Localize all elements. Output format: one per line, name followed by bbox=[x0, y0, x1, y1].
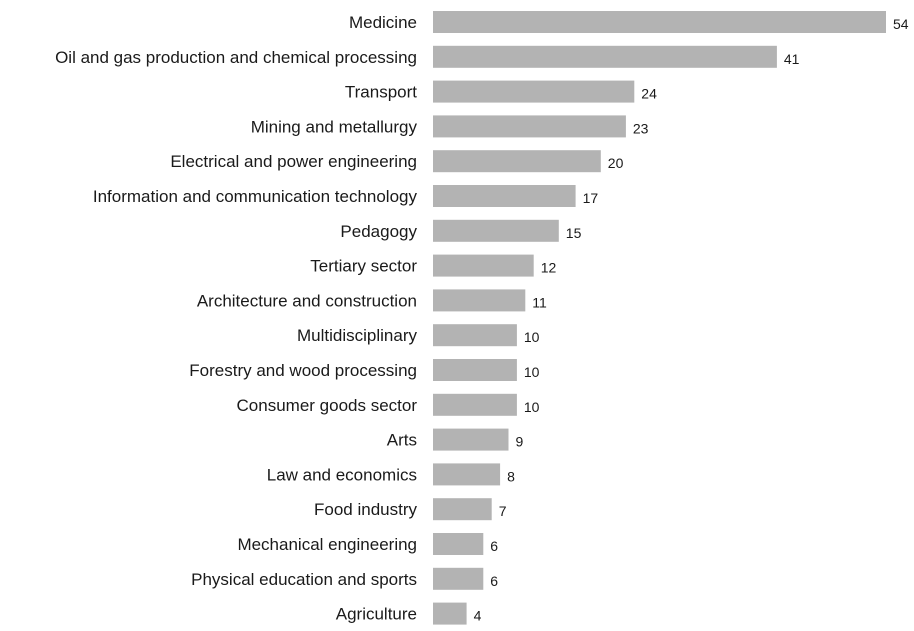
bar-15 bbox=[433, 498, 492, 521]
bar-9 bbox=[433, 289, 526, 312]
value-label: 12 bbox=[541, 260, 557, 276]
category-label: Electrical and power engineering bbox=[170, 152, 417, 171]
bar-13 bbox=[433, 428, 509, 451]
value-label: 20 bbox=[608, 155, 624, 171]
category-label: Agriculture bbox=[336, 605, 417, 624]
category-label: Transport bbox=[345, 83, 417, 102]
value-label: 9 bbox=[516, 434, 524, 450]
bar-16 bbox=[433, 533, 484, 555]
category-label: Medicine bbox=[349, 13, 417, 32]
bar-10 bbox=[433, 324, 517, 347]
bar-11 bbox=[433, 359, 517, 381]
value-label: 10 bbox=[524, 364, 540, 380]
category-label: Law and economics bbox=[267, 465, 417, 484]
value-label: 24 bbox=[641, 86, 657, 102]
value-label: 11 bbox=[532, 294, 547, 310]
bar-7 bbox=[433, 219, 559, 242]
value-label: 15 bbox=[566, 225, 582, 241]
bars-group: Medicine 54 Oil and gas production and che… bbox=[55, 11, 909, 625]
bar-17 bbox=[433, 567, 484, 590]
bar-6 bbox=[433, 185, 576, 207]
value-label: 54 bbox=[893, 16, 909, 32]
value-label: 23 bbox=[633, 120, 649, 136]
value-label: 8 bbox=[507, 468, 515, 484]
value-label: 41 bbox=[784, 51, 800, 67]
bar-1 bbox=[433, 11, 886, 33]
category-label: Pedagogy bbox=[340, 222, 417, 241]
category-label: Tertiary sector bbox=[310, 257, 417, 276]
value-label: 4 bbox=[474, 608, 482, 624]
bar-8 bbox=[433, 254, 534, 277]
value-label: 6 bbox=[490, 538, 498, 554]
value-label: 7 bbox=[499, 503, 507, 519]
bar-18 bbox=[433, 602, 467, 625]
category-label: Arts bbox=[387, 431, 417, 450]
bar-14 bbox=[433, 463, 501, 486]
bar-3 bbox=[433, 80, 635, 103]
category-label: Oil and gas production and chemical proc… bbox=[55, 48, 417, 67]
category-label: Mechanical engineering bbox=[237, 535, 417, 554]
category-label: Physical education and sports bbox=[191, 570, 417, 589]
category-label: Consumer goods sector bbox=[237, 396, 418, 415]
value-label: 17 bbox=[583, 190, 599, 206]
category-label: Forestry and wood processing bbox=[189, 361, 417, 380]
bar-4 bbox=[433, 115, 626, 138]
category-label: Information and communication technology bbox=[93, 187, 418, 206]
category-label: Multidisciplinary bbox=[297, 326, 417, 345]
bar-5 bbox=[433, 150, 601, 173]
category-label: Architecture and construction bbox=[197, 291, 417, 310]
category-label: Food industry bbox=[314, 500, 417, 519]
value-label: 6 bbox=[490, 573, 498, 589]
bar-12 bbox=[433, 393, 517, 416]
value-label: 10 bbox=[524, 399, 540, 415]
value-label: 10 bbox=[524, 329, 540, 345]
bar-2 bbox=[433, 45, 777, 68]
category-label: Mining and metallurgy bbox=[251, 117, 418, 136]
